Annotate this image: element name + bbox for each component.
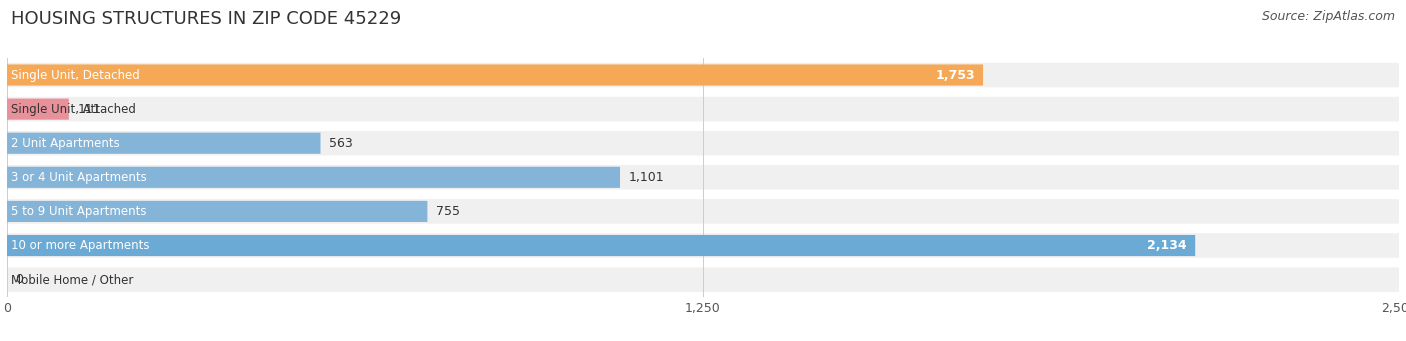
- FancyBboxPatch shape: [7, 64, 983, 86]
- FancyBboxPatch shape: [7, 233, 1399, 258]
- Text: Single Unit, Detached: Single Unit, Detached: [11, 69, 141, 81]
- FancyBboxPatch shape: [7, 235, 1195, 256]
- Text: 755: 755: [436, 205, 460, 218]
- FancyBboxPatch shape: [7, 131, 1399, 155]
- FancyBboxPatch shape: [7, 165, 1399, 190]
- Text: 1,101: 1,101: [628, 171, 664, 184]
- Text: HOUSING STRUCTURES IN ZIP CODE 45229: HOUSING STRUCTURES IN ZIP CODE 45229: [11, 10, 402, 28]
- Text: 2,134: 2,134: [1147, 239, 1187, 252]
- Text: 5 to 9 Unit Apartments: 5 to 9 Unit Apartments: [11, 205, 148, 218]
- Text: Single Unit, Attached: Single Unit, Attached: [11, 103, 136, 116]
- FancyBboxPatch shape: [7, 199, 1399, 224]
- Text: Source: ZipAtlas.com: Source: ZipAtlas.com: [1261, 10, 1395, 23]
- FancyBboxPatch shape: [7, 99, 69, 120]
- FancyBboxPatch shape: [7, 201, 427, 222]
- Text: 1,753: 1,753: [935, 69, 974, 81]
- FancyBboxPatch shape: [7, 267, 1399, 292]
- FancyBboxPatch shape: [7, 133, 321, 154]
- Text: Mobile Home / Other: Mobile Home / Other: [11, 273, 134, 286]
- Text: 563: 563: [329, 137, 353, 150]
- Text: 2 Unit Apartments: 2 Unit Apartments: [11, 137, 121, 150]
- Text: 10 or more Apartments: 10 or more Apartments: [11, 239, 150, 252]
- FancyBboxPatch shape: [7, 167, 620, 188]
- Text: 111: 111: [77, 103, 101, 116]
- Text: 0: 0: [15, 273, 24, 286]
- FancyBboxPatch shape: [7, 63, 1399, 87]
- FancyBboxPatch shape: [7, 97, 1399, 121]
- Text: 3 or 4 Unit Apartments: 3 or 4 Unit Apartments: [11, 171, 148, 184]
